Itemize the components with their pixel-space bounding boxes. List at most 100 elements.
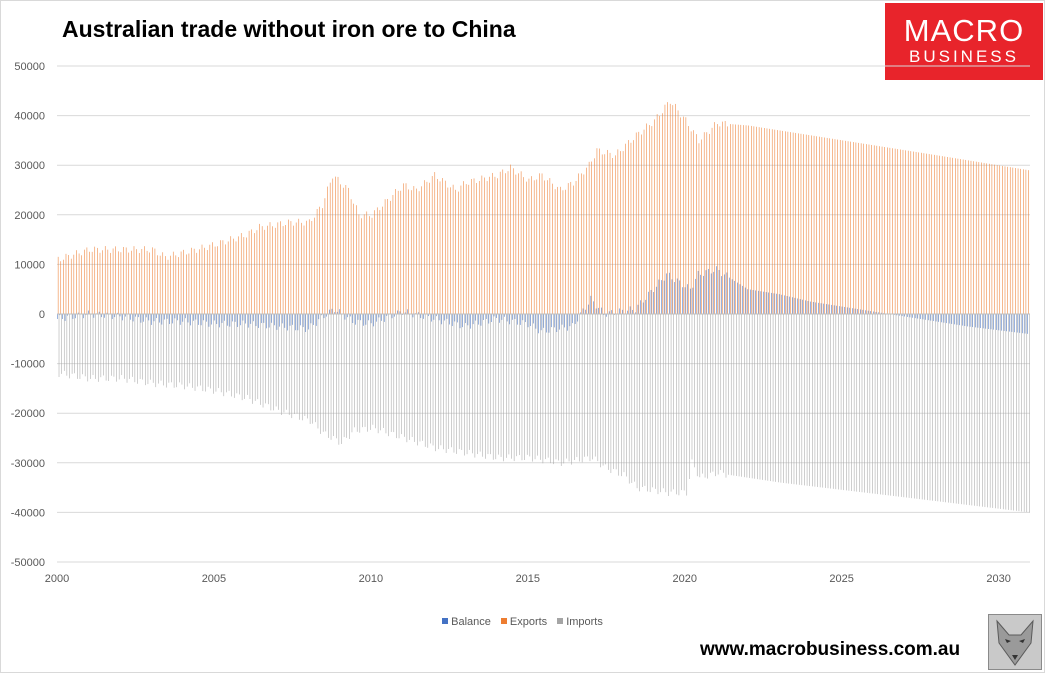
balance-bar (789, 296, 790, 314)
exports-bar (280, 221, 281, 314)
exports-bar (868, 144, 870, 314)
exports-bar (845, 140, 846, 314)
imports-bar (809, 314, 810, 487)
imports-bar (236, 314, 238, 394)
imports-bar (955, 314, 957, 504)
imports-bar (273, 314, 274, 411)
balance-bar (985, 314, 987, 329)
imports-bar (657, 314, 659, 495)
imports-bar (872, 314, 873, 494)
balance-bar (750, 289, 751, 314)
imports-bar (427, 314, 429, 448)
balance-bar (695, 278, 696, 314)
balance-bar (438, 314, 440, 321)
imports-bar (942, 314, 944, 502)
imports-bar (843, 314, 844, 491)
imports-bar (736, 314, 737, 476)
balance-bar (459, 314, 461, 329)
balance-bar (179, 314, 181, 325)
exports-bar (839, 139, 841, 314)
imports-bar (262, 314, 264, 408)
balance-bar (747, 289, 749, 314)
exports-bar (675, 103, 676, 315)
balance-bar (797, 298, 798, 314)
balance-bar (98, 311, 100, 314)
exports-bar (860, 143, 862, 314)
balance-bar (501, 314, 503, 320)
balance-bar (648, 291, 649, 314)
exports-bar (162, 252, 164, 314)
exports-bar (350, 199, 352, 314)
imports-bar (898, 314, 899, 497)
balance-bar (336, 311, 338, 314)
balance-bar (844, 306, 845, 314)
imports-bar (210, 314, 211, 389)
imports-bar (116, 314, 117, 382)
imports-bar (660, 314, 661, 493)
imports-bar (380, 314, 381, 431)
imports-bar (921, 314, 923, 500)
imports-bar (118, 314, 120, 380)
exports-bar (248, 230, 250, 314)
exports-bar (599, 148, 600, 314)
balance-bar (64, 314, 66, 321)
imports-bar (137, 314, 138, 384)
imports-bar (568, 314, 570, 462)
legend-swatch (557, 618, 564, 624)
balance-bar (135, 314, 137, 317)
imports-bar (432, 314, 434, 446)
y-tick-label: -30000 (11, 458, 45, 470)
exports-bar (748, 125, 749, 315)
exports-bar (758, 127, 760, 314)
balance-bar (572, 314, 573, 324)
imports-bar (806, 314, 808, 486)
exports-bar (78, 253, 80, 314)
imports-bar (131, 314, 133, 377)
imports-bar (961, 314, 962, 505)
imports-bar (299, 314, 300, 420)
balance-bar (689, 288, 691, 314)
balance-bar (193, 314, 194, 321)
website-url[interactable]: www.macrobusiness.com.au (700, 639, 961, 660)
balance-bar (198, 314, 199, 325)
exports-bar (144, 246, 145, 314)
imports-bar (267, 314, 269, 405)
balance-bar (611, 310, 613, 314)
balance-bar (93, 314, 95, 318)
exports-bar (816, 136, 817, 314)
balance-bar (828, 304, 830, 314)
imports-bar (764, 314, 766, 481)
balance-bar (1022, 314, 1023, 334)
exports-bar (578, 173, 579, 314)
exports-bar (251, 229, 252, 314)
imports-bar (254, 314, 256, 401)
y-tick-label: 20000 (14, 210, 45, 222)
balance-bar (279, 314, 280, 327)
balance-bar (247, 314, 249, 328)
imports-bar (1000, 314, 1001, 509)
balance-bar (595, 308, 597, 314)
exports-bar (329, 182, 331, 314)
imports-bar (866, 314, 868, 493)
legend-item-exports: Exports (500, 616, 547, 628)
exports-bar (437, 178, 438, 314)
balance-bar (462, 314, 463, 328)
balance-bar (148, 314, 150, 321)
imports-bar (631, 314, 633, 483)
imports-bar (945, 314, 946, 503)
balance-bar (692, 287, 694, 314)
exports-bar (183, 249, 184, 314)
balance-bar (927, 314, 929, 321)
balance-bar (172, 314, 173, 324)
exports-bar (199, 249, 200, 314)
exports-bar (138, 252, 140, 314)
imports-bar (574, 314, 575, 461)
imports-bar (720, 314, 722, 471)
balance-bar (815, 302, 817, 314)
balance-bar (117, 312, 118, 314)
exports-bar (573, 185, 574, 314)
imports-bar (71, 314, 73, 374)
exports-bar (824, 137, 825, 314)
exports-bar (690, 131, 692, 314)
exports-bar (510, 164, 511, 314)
